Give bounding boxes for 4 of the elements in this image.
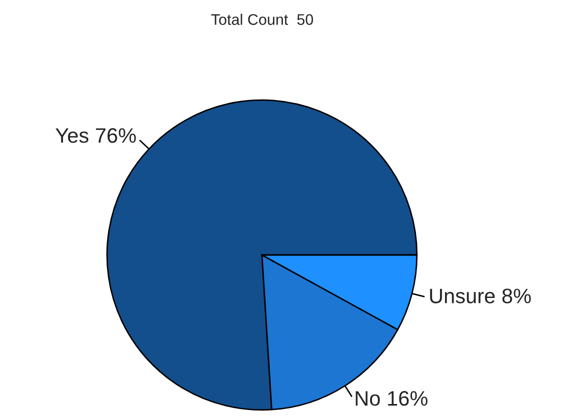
slice-label: Yes 76% [56,128,136,143]
slice-label: No 16% [356,391,428,406]
slice-label: Unsure 8% [430,288,531,304]
chart-title: Total Count 50 [211,14,314,25]
